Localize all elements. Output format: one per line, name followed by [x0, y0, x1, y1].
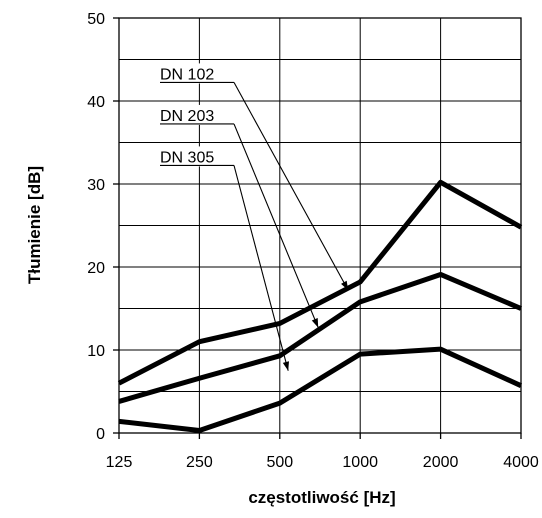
- x-tick-label: 500: [266, 454, 293, 471]
- y-axis-title: Tłumienie [dB]: [25, 166, 44, 284]
- x-tick-label: 250: [186, 454, 213, 471]
- y-tick-label: 10: [87, 343, 105, 360]
- legend-label-background: [158, 146, 236, 167]
- legend-arrowhead: [282, 361, 289, 371]
- x-tick-label: 4000: [503, 454, 539, 471]
- legend-arrowhead: [311, 318, 319, 328]
- x-tick-label: 1000: [342, 454, 378, 471]
- legend-leader-line: [233, 123, 319, 328]
- y-tick-label: 30: [87, 177, 105, 194]
- y-tick-label: 0: [96, 426, 105, 443]
- legend-leader-line: [233, 165, 289, 371]
- tick-labels: 0 10 20 30 40 50 125 250 500 1000 2000 4000: [87, 11, 539, 471]
- x-tick-label: 2000: [423, 454, 459, 471]
- legend-label-background: [158, 104, 236, 125]
- legend-leader-line: [233, 82, 349, 291]
- legend-label-background: [158, 63, 236, 84]
- series-line-1: [117, 179, 523, 386]
- x-axis-title: częstotliwość [Hz]: [248, 488, 395, 507]
- x-tick-label: 125: [106, 454, 133, 471]
- grid: [119, 18, 521, 433]
- legend-label: DN 203: [160, 108, 214, 125]
- series-line-2: [118, 271, 522, 404]
- legend-label: DN 305: [160, 149, 214, 166]
- y-tick-label: 40: [87, 94, 105, 111]
- legend-label: DN 102: [160, 66, 214, 83]
- series-lines: [117, 179, 523, 434]
- legend: DN 102 DN 203 DN 305: [158, 63, 349, 371]
- legend-arrowhead: [341, 280, 349, 291]
- series-line-3: [118, 346, 523, 434]
- y-tick-label: 20: [87, 260, 105, 277]
- y-tick-label: 50: [87, 11, 105, 28]
